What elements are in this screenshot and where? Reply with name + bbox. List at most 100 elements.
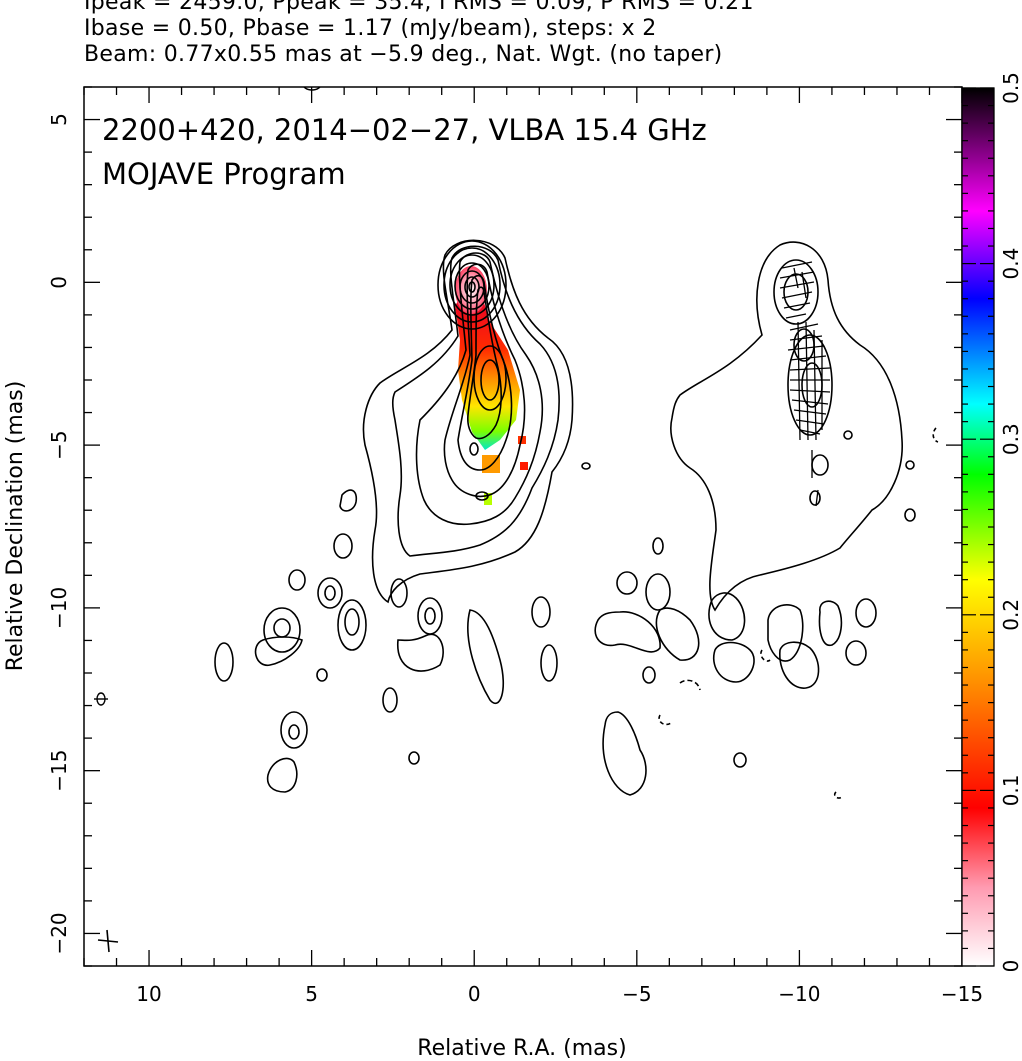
contour-core-1 [437, 240, 507, 330]
contour-island [390, 578, 408, 608]
contour-island [263, 607, 301, 653]
contour-2 [391, 245, 560, 557]
contour-island [324, 585, 336, 601]
contour-island [333, 533, 353, 559]
colorbar-tick-label: 0 [999, 960, 1022, 973]
pol-contour-dashed [833, 791, 843, 799]
contour-3 [415, 252, 544, 526]
pol-contour-island [642, 666, 656, 684]
contour-island [531, 596, 551, 628]
pol-contour-core-2 [783, 273, 809, 311]
contour-6 [467, 286, 502, 440]
polarization-contours [594, 241, 939, 799]
evpa-vectors-vertical [797, 321, 823, 441]
pol-contour-island [645, 573, 671, 611]
contour-island [288, 569, 306, 591]
beam-marker-small [94, 692, 108, 706]
x-tick-label: 5 [305, 982, 318, 1006]
x-axis-title: Relative R.A. (mas) [417, 1036, 626, 1061]
pol-contour-island [818, 600, 843, 646]
axis-tick-labels: 10 5 0 −5 −10 −15 5 0 −5 −10 −15 −20 [47, 113, 983, 1006]
contour-island [266, 757, 298, 793]
contour-island [469, 442, 479, 456]
pol-contour-island [855, 598, 877, 628]
contour-5 [457, 274, 513, 471]
contour-jet-knot [473, 345, 507, 411]
y-tick-label: 0 [47, 276, 71, 289]
pol-contour-island [708, 592, 746, 641]
pol-contour-dashed [932, 427, 939, 443]
pol-contour-island [616, 571, 638, 595]
plot-frame [83, 86, 963, 967]
pol-contour-island [779, 641, 820, 689]
pol-contour-island [655, 607, 700, 661]
contour-island [467, 609, 504, 705]
pol-contour-island [905, 460, 915, 470]
contour-island [382, 687, 398, 713]
pol-contour-outer [670, 241, 903, 612]
contour-island [408, 751, 420, 765]
contour-island [214, 642, 234, 682]
pol-contour-dashed [658, 714, 673, 726]
colorbar-tick-label: 0.2 [999, 599, 1022, 631]
pol-contour-island [843, 430, 853, 440]
contour-island [273, 618, 291, 638]
pol-contour-island [652, 537, 664, 555]
contour-island [475, 491, 489, 501]
pol-contour-blob [809, 490, 821, 506]
map-header: Ipeak = 2459.0, Ppeak = 35.4, I RMS = 0.… [84, 0, 1014, 68]
contour-island [288, 724, 300, 740]
contour-4 [443, 263, 526, 498]
colorbar-tick-label: 0.3 [999, 423, 1022, 455]
colorbar-tick-label: 0.1 [999, 774, 1022, 806]
x-tick-label: −5 [622, 982, 651, 1006]
header-line-peaks: Ipeak = 2459.0, Ppeak = 35.4, I RMS = 0.… [84, 0, 754, 15]
contour-core-4 [454, 262, 490, 310]
y-tick-label: −10 [47, 587, 71, 629]
contour-island [397, 633, 444, 672]
pol-contour-island [767, 604, 804, 662]
contour-island [344, 608, 360, 636]
contour-island [540, 644, 558, 682]
y-axis-title: Relative Declination (mas) [3, 381, 28, 672]
axis-ticks [83, 86, 963, 967]
header-line-base: Ibase = 0.50, Pbase = 1.17 (mJy/beam), s… [84, 16, 657, 41]
contour-core-3 [449, 254, 495, 316]
contour-outer [362, 239, 574, 604]
colorbar-tick-labels: 0 0.1 0.2 0.3 0.4 0.5 [999, 72, 1022, 972]
contour-island [581, 462, 591, 470]
contour-core-7 [468, 281, 476, 293]
beam-marker [97, 929, 119, 953]
map-title: 2200+420, 2014−02−27, VLBA 15.4 GHz [102, 113, 707, 147]
contour-island [316, 668, 328, 682]
x-tick-label: −10 [778, 982, 820, 1006]
colorbar-tick-label: 0.5 [999, 72, 1022, 104]
pol-contour-knot [787, 334, 833, 436]
y-tick-label: −5 [47, 430, 71, 459]
map-content [214, 87, 939, 799]
pol-contour-dashed [760, 649, 771, 662]
map-subtitle: MOJAVE Program [102, 157, 346, 191]
contour-core-2 [443, 247, 501, 323]
pol-contour-island [602, 711, 647, 796]
pol-contour-island [904, 508, 916, 522]
pol-contour-dashed [679, 679, 701, 691]
pol-contour-island [845, 640, 867, 666]
x-tick-label: 0 [468, 982, 481, 1006]
polarization-blob [484, 493, 492, 505]
contour-island [337, 599, 367, 651]
contour-island [424, 607, 436, 625]
pol-contour-core [773, 259, 819, 325]
y-tick-label: 5 [47, 113, 71, 126]
contour-island [254, 636, 303, 666]
pol-contour-island [713, 641, 755, 683]
contour-core-6 [464, 276, 480, 298]
colorbar-tick-label: 0.4 [999, 248, 1022, 280]
contour-core-5 [459, 270, 485, 304]
polarization-blob [520, 462, 528, 470]
header-line-beam: Beam: 0.77x0.55 mas at −5.9 deg., Nat. W… [84, 42, 723, 67]
y-tick-label: −15 [47, 750, 71, 792]
contour-island [280, 711, 308, 749]
intensity-contours [214, 87, 591, 793]
